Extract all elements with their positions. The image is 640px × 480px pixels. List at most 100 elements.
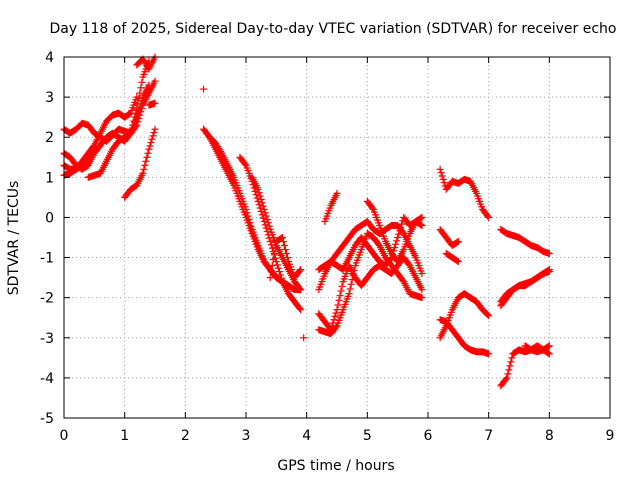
data-point bbox=[256, 192, 264, 200]
data-point bbox=[345, 290, 353, 298]
data-point bbox=[275, 268, 283, 276]
data-point bbox=[440, 179, 448, 187]
data-point bbox=[151, 77, 159, 85]
data-point bbox=[200, 85, 208, 93]
data-point bbox=[508, 354, 516, 362]
data-point bbox=[484, 212, 492, 220]
x-tick-label: 8 bbox=[545, 428, 554, 444]
data-point bbox=[241, 160, 249, 168]
data-point bbox=[144, 149, 152, 157]
data-point bbox=[265, 234, 273, 242]
data-point bbox=[132, 109, 140, 117]
data-point bbox=[502, 375, 510, 383]
data-point bbox=[267, 241, 275, 249]
data-point bbox=[349, 271, 357, 279]
data-point bbox=[257, 195, 265, 203]
data-point bbox=[262, 212, 270, 220]
data-point bbox=[129, 121, 137, 129]
x-tick-label: 1 bbox=[120, 428, 129, 444]
y-tick-label: 1 bbox=[45, 170, 54, 186]
data-point bbox=[126, 130, 134, 138]
data-point bbox=[394, 234, 402, 241]
data-point bbox=[393, 237, 401, 245]
data-point bbox=[278, 234, 286, 241]
data-point bbox=[134, 100, 142, 108]
data-point bbox=[138, 78, 146, 86]
data-point bbox=[137, 84, 145, 92]
data-point bbox=[148, 135, 156, 143]
x-tick-label: 4 bbox=[302, 428, 311, 444]
data-point bbox=[151, 125, 159, 133]
y-tick-label: 3 bbox=[45, 90, 54, 106]
data-point bbox=[503, 374, 511, 382]
x-tick-labels: 0 1 2 3 4 5 6 7 8 9 bbox=[60, 428, 615, 444]
data-point bbox=[545, 350, 553, 358]
data-points bbox=[60, 53, 553, 390]
data-point bbox=[130, 117, 138, 125]
x-tick-label: 9 bbox=[606, 428, 615, 444]
data-point bbox=[269, 256, 277, 264]
data-point bbox=[268, 244, 276, 252]
data-point bbox=[507, 358, 515, 366]
x-tick-label: 5 bbox=[363, 428, 372, 444]
data-point bbox=[544, 349, 552, 357]
data-point bbox=[135, 94, 143, 102]
y-tick-label: -2 bbox=[40, 291, 54, 307]
data-point bbox=[347, 280, 355, 288]
data-point bbox=[485, 213, 493, 221]
data-point bbox=[143, 153, 151, 161]
x-tick-label: 3 bbox=[242, 428, 251, 444]
data-point bbox=[418, 286, 426, 294]
data-point bbox=[280, 242, 288, 250]
data-point bbox=[485, 312, 493, 320]
data-point bbox=[453, 257, 461, 265]
y-tick-label: 4 bbox=[45, 50, 54, 66]
y-tick-labels: -5 -4 -3 -2 -1 0 1 2 3 4 bbox=[40, 50, 54, 427]
data-point bbox=[334, 301, 342, 309]
data-point bbox=[297, 286, 305, 294]
data-point bbox=[279, 238, 287, 246]
data-point bbox=[146, 142, 154, 150]
data-point bbox=[395, 230, 403, 238]
y-tick-label: -3 bbox=[40, 331, 54, 347]
data-point bbox=[504, 370, 512, 378]
data-point bbox=[484, 311, 492, 319]
data-point bbox=[140, 165, 148, 173]
data-point bbox=[90, 145, 98, 153]
data-point bbox=[133, 105, 141, 113]
data-point bbox=[454, 238, 462, 246]
data-point bbox=[260, 205, 268, 213]
data-point bbox=[141, 161, 149, 169]
data-point bbox=[368, 204, 376, 212]
data-point bbox=[437, 169, 445, 177]
x-axis-label: GPS time / hours bbox=[277, 458, 394, 474]
data-point bbox=[330, 316, 338, 324]
data-point bbox=[274, 264, 282, 272]
data-point bbox=[147, 139, 155, 147]
data-point bbox=[145, 81, 153, 89]
data-point bbox=[283, 254, 291, 262]
data-point bbox=[270, 250, 278, 258]
data-point bbox=[136, 89, 144, 97]
data-point bbox=[296, 284, 304, 292]
data-point bbox=[338, 282, 346, 290]
data-point bbox=[254, 185, 262, 193]
data-point bbox=[436, 165, 444, 173]
data-point bbox=[332, 323, 340, 331]
data-point bbox=[264, 219, 272, 227]
data-point bbox=[545, 250, 553, 258]
data-point bbox=[439, 175, 447, 183]
y-axis-label: SDTVAR / TECUs bbox=[6, 181, 22, 296]
data-point bbox=[346, 285, 354, 293]
data-point bbox=[265, 222, 273, 230]
data-point bbox=[544, 266, 552, 274]
data-point bbox=[258, 199, 266, 207]
chart-title: Day 118 of 2025, Sidereal Day-to-day VTE… bbox=[50, 21, 617, 37]
data-point bbox=[392, 240, 400, 248]
data-point bbox=[418, 270, 426, 278]
data-point bbox=[266, 274, 274, 282]
y-tick-label: -4 bbox=[40, 371, 54, 387]
data-point bbox=[453, 238, 461, 246]
data-point bbox=[418, 213, 426, 221]
data-point bbox=[278, 278, 286, 286]
